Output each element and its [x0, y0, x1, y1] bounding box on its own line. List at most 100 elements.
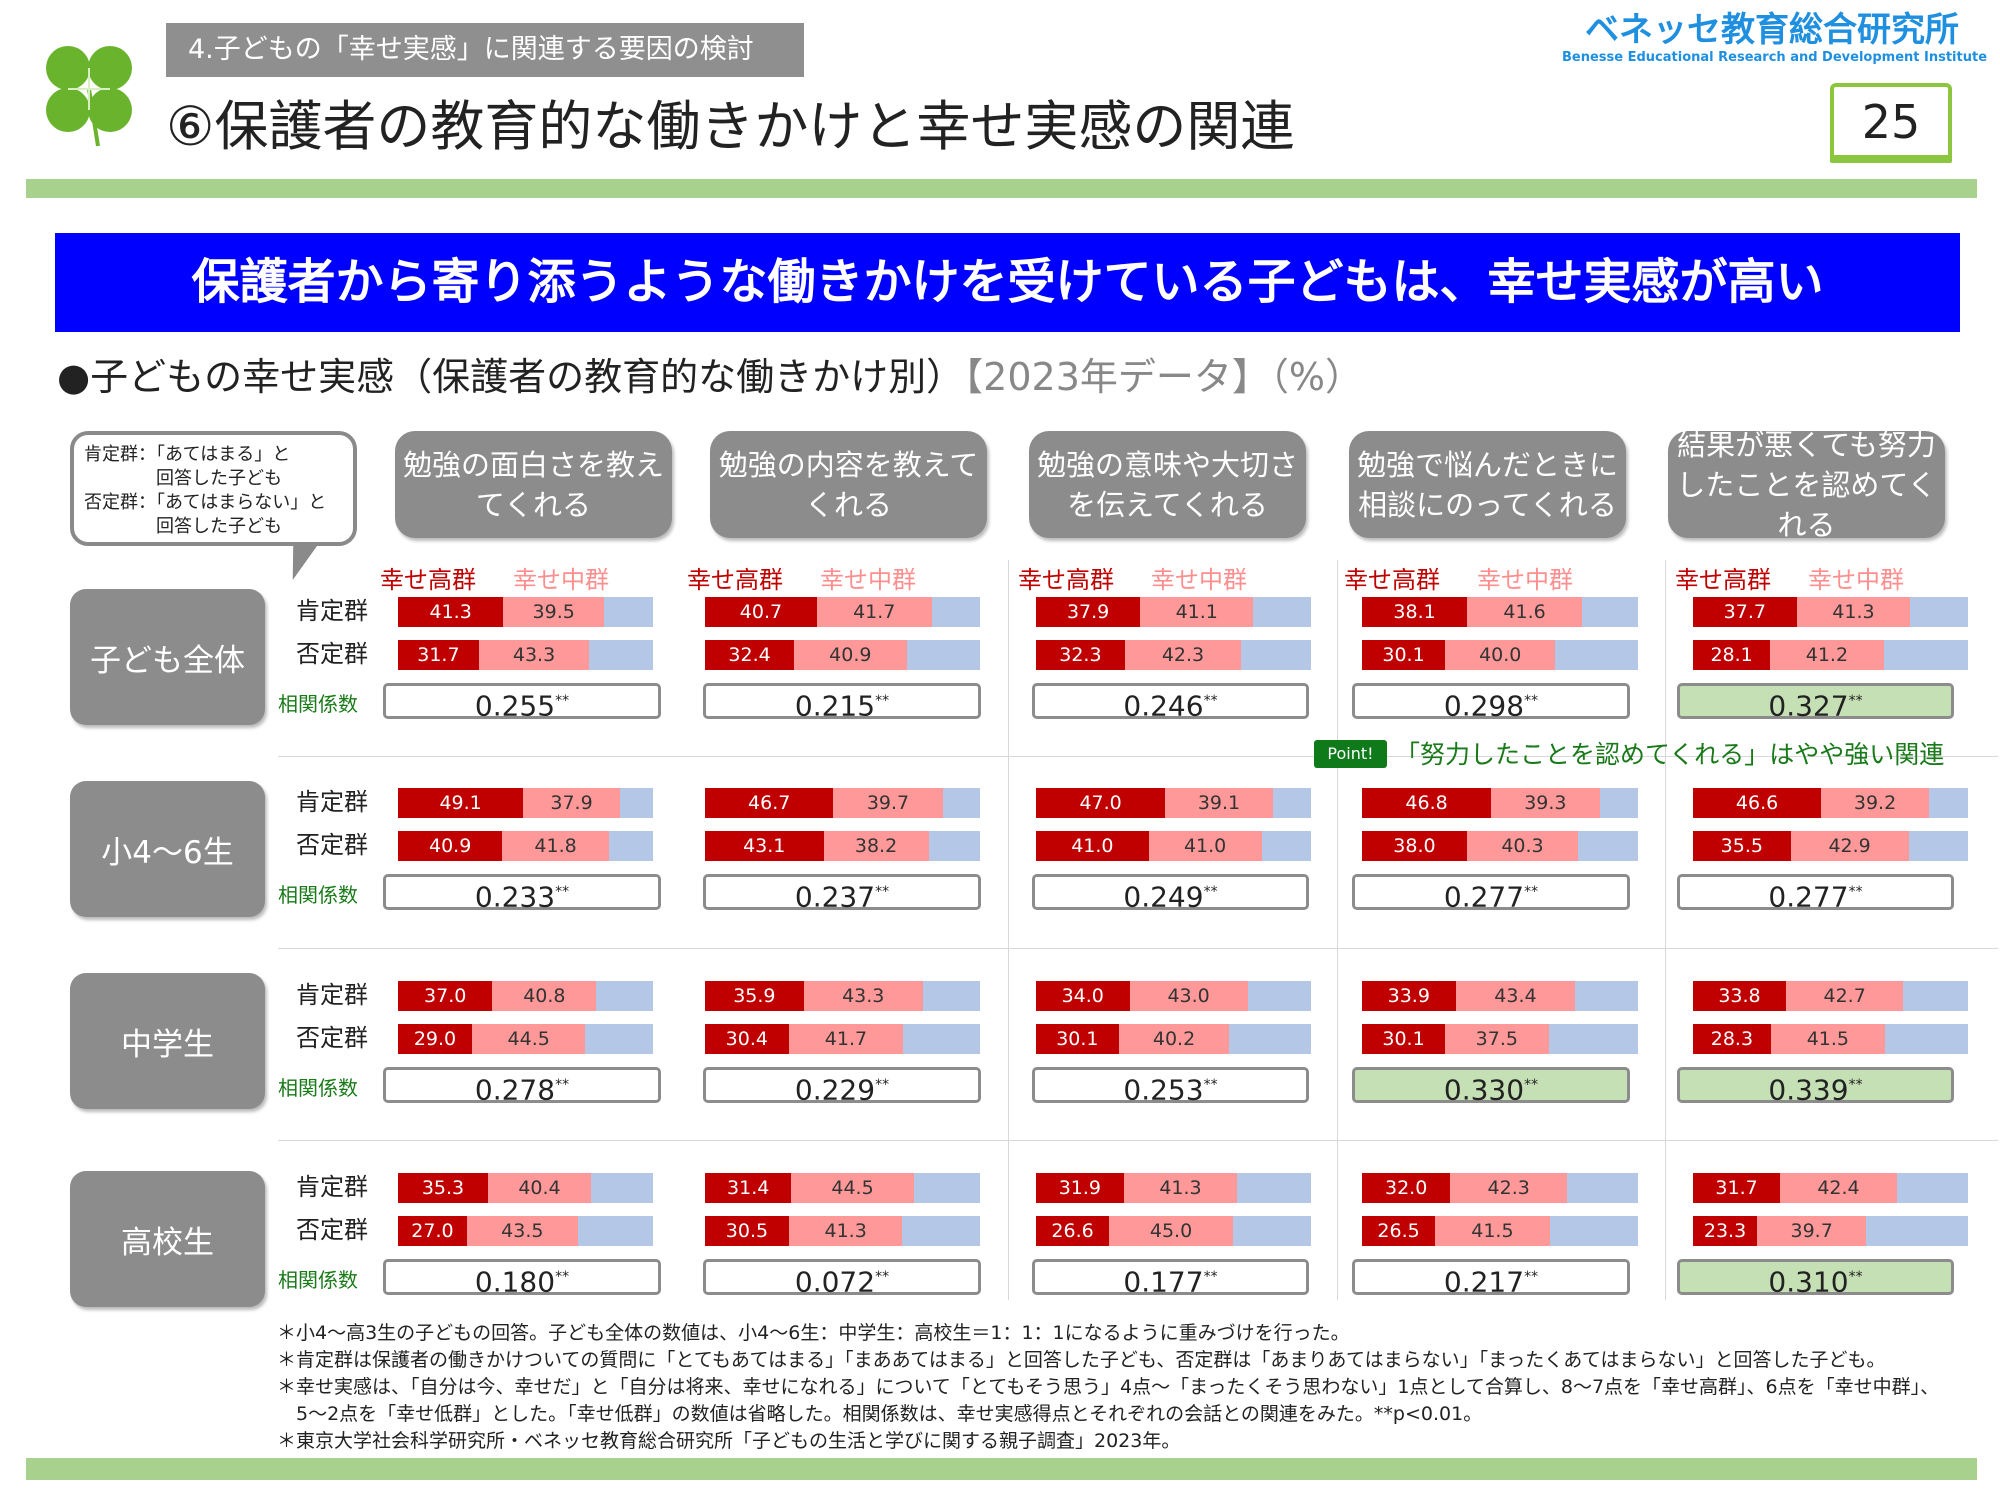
- headline-banner: 保護者から寄り添うような働きかけを受けている子どもは、幸せ実感が高い: [55, 233, 1960, 332]
- correlation-box: 0.180**: [383, 1259, 661, 1297]
- segment-high: 33.9: [1362, 981, 1456, 1011]
- segment-low: [604, 597, 653, 627]
- row-label-negative: 否定群: [296, 1024, 368, 1052]
- significance-mark: **: [875, 693, 890, 709]
- segment-low: [1247, 981, 1311, 1011]
- segment-low: [577, 1216, 653, 1246]
- segment-mid: 41.7: [816, 597, 932, 627]
- segment-low: [591, 1173, 653, 1203]
- segment-high: 31.4: [705, 1173, 792, 1203]
- correlation-box: 0.229**: [703, 1067, 981, 1107]
- segment-high: 30.1: [1036, 1024, 1119, 1054]
- segment-mid: 41.7: [788, 1024, 904, 1054]
- segment-high: 37.0: [398, 981, 493, 1011]
- segment-mid: 37.5: [1445, 1024, 1549, 1054]
- segment-mid: 42.7: [1785, 981, 1904, 1011]
- segment-low: [1910, 597, 1968, 627]
- correlation-value: 0.217: [1443, 1265, 1525, 1299]
- stacked-bar-positive: 41.3 39.5: [398, 597, 653, 627]
- segment-high: 41.3: [398, 597, 504, 627]
- segment-high: 32.4: [705, 640, 795, 670]
- correlation-box: 0.327**: [1677, 683, 1954, 721]
- row-label-positive: 肯定群: [296, 788, 368, 816]
- segment-low: [903, 1024, 980, 1054]
- segment-high: 47.0: [1036, 788, 1166, 818]
- column-header: 勉強で悩んだときに相談にのってくれる: [1349, 431, 1626, 538]
- segment-mid: 40.9: [794, 640, 907, 670]
- segment-high: 35.9: [705, 981, 804, 1011]
- segment-mid: 39.5: [503, 597, 605, 627]
- stacked-bar-negative: 26.6 45.0: [1036, 1216, 1311, 1246]
- legend-high: 幸せ高群: [1675, 566, 1771, 594]
- correlation-value: 0.233: [474, 880, 556, 914]
- stacked-bar-positive: 46.6 39.2: [1693, 788, 1968, 818]
- correlation-value: 0.339: [1768, 1073, 1849, 1107]
- significance-mark: **: [555, 884, 570, 900]
- segment-low: [1549, 1216, 1638, 1246]
- segment-low: [1241, 640, 1311, 670]
- segment-high: 34.0: [1036, 981, 1130, 1011]
- correlation-value: 0.237: [794, 880, 876, 914]
- segment-high: 30.4: [705, 1024, 789, 1054]
- stacked-bar-positive: 37.0 40.8: [398, 981, 653, 1011]
- stacked-bar-negative: 31.7 43.3: [398, 640, 653, 670]
- significance-mark: **: [1848, 1269, 1863, 1285]
- column-header: 勉強の内容を教えてくれる: [710, 431, 987, 538]
- legend-mid: 幸せ中群: [820, 566, 916, 594]
- stacked-bar-negative: 29.0 44.5: [398, 1024, 653, 1054]
- segment-high: 46.7: [705, 788, 834, 818]
- segment-high: 38.0: [1362, 831, 1467, 861]
- segment-mid: 41.8: [502, 831, 609, 861]
- stacked-bar-positive: 32.0 42.3: [1362, 1173, 1638, 1203]
- segment-high: 31.7: [1693, 1173, 1781, 1203]
- segment-high: 41.0: [1036, 831, 1149, 861]
- segment-mid: 45.0: [1109, 1216, 1233, 1246]
- stacked-bar-positive: 37.7 41.3: [1693, 597, 1968, 627]
- segment-low: [596, 981, 653, 1011]
- segment-low: [1272, 788, 1311, 818]
- correlation-box: 0.217**: [1352, 1259, 1630, 1299]
- segment-high: 37.9: [1036, 597, 1141, 627]
- segment-high: 46.6: [1693, 788, 1822, 818]
- legend-high: 幸せ高群: [687, 566, 783, 594]
- stacked-bar-positive: 37.9 41.1: [1036, 597, 1311, 627]
- segment-high: 28.3: [1693, 1024, 1771, 1054]
- group-label: 中学生: [70, 973, 265, 1109]
- header-divider: [26, 179, 1977, 198]
- row-label-positive: 肯定群: [296, 1173, 368, 1201]
- point-badge: Point!: [1314, 740, 1387, 768]
- segment-low: [1567, 1173, 1638, 1203]
- footnote: ＊小4～高3生の子どもの回答。子ども全体の数値は、小4～6生：中学生：高校生＝1…: [277, 1322, 1350, 1344]
- clover-logo-icon: [38, 38, 140, 148]
- segment-mid: 40.2: [1118, 1024, 1230, 1054]
- stacked-bar-negative: 40.9 41.8: [398, 831, 653, 861]
- column-header: 勉強の面白さを教えてくれる: [395, 431, 672, 538]
- segment-low: [1555, 640, 1638, 670]
- correlation-value: 0.229: [794, 1073, 876, 1107]
- segment-low: [589, 640, 653, 670]
- grid-line: [278, 948, 1998, 949]
- segment-high: 27.0: [398, 1216, 467, 1246]
- chart-subtitle: ●子どもの幸せ実感（保護者の教育的な働きかけ別）【2023年データ】（%）: [57, 354, 1363, 400]
- subtitle-note: 【2023年データ】（%）: [964, 355, 1363, 399]
- segment-mid: 37.9: [523, 788, 620, 818]
- segment-low: [1575, 981, 1638, 1011]
- footnotes: ＊小4～高3生の子どもの回答。子ども全体の数値は、小4～6生：中学生：高校生＝1…: [277, 1320, 1939, 1455]
- segment-high: 30.1: [1362, 1024, 1446, 1054]
- segment-low: [1896, 1173, 1968, 1203]
- stacked-bar-negative: 28.3 41.5: [1693, 1024, 1968, 1054]
- segment-mid: 43.3: [803, 981, 923, 1011]
- segment-mid: 43.5: [466, 1216, 578, 1246]
- segment-low: [931, 597, 980, 627]
- grid-line: [1008, 560, 1009, 1300]
- segment-mid: 39.7: [1757, 1216, 1867, 1246]
- callout-line: 回答した子ども: [84, 468, 282, 489]
- significance-mark: **: [1524, 693, 1539, 709]
- definition-callout: 肯定群：「あてはまる」と 回答した子ども 否定群：「あてはまらない」と 回答した…: [70, 431, 357, 546]
- significance-mark: **: [1524, 1269, 1539, 1285]
- segment-mid: 41.1: [1140, 597, 1254, 627]
- grid-line: [1665, 560, 1666, 1300]
- segment-high: 40.9: [398, 831, 503, 861]
- stacked-bar-negative: 43.1 38.2: [705, 831, 980, 861]
- significance-mark: **: [1203, 1077, 1218, 1093]
